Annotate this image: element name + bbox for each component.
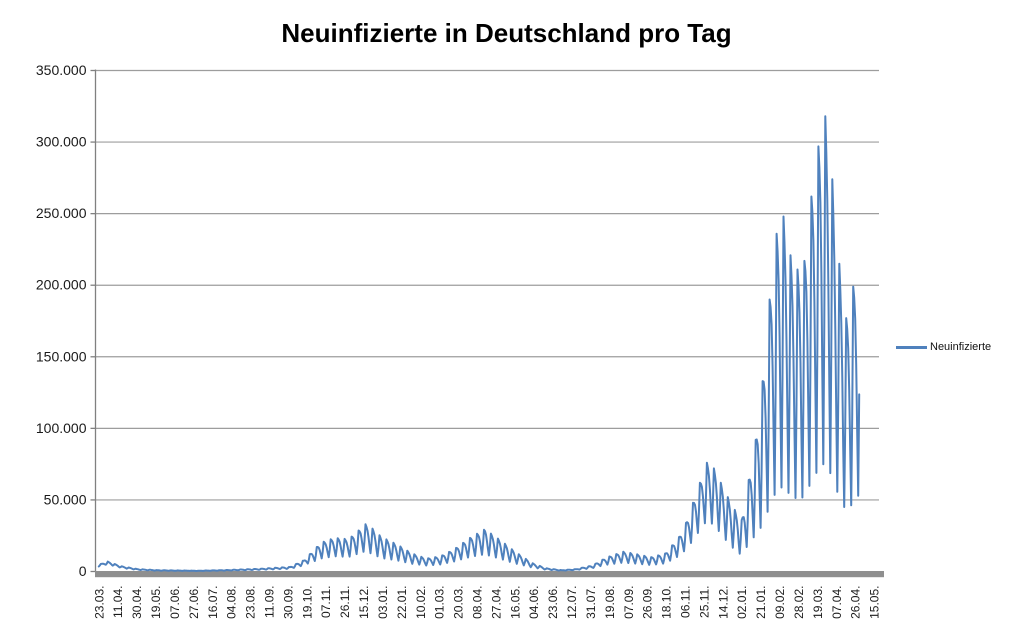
y-axis-tick-label: 100.000 <box>36 420 87 436</box>
x-axis-tick-label: 25.11. <box>697 586 711 618</box>
x-axis-tick-label: 22.01. <box>395 586 409 619</box>
y-axis-tick-label: 350.000 <box>36 62 87 78</box>
x-axis-tick-label: 11.04. <box>111 586 125 618</box>
x-axis-tick-label: 19.03. <box>811 586 825 619</box>
x-axis-tick-label: 26.09. <box>641 586 655 619</box>
x-axis-tick-label: 30.04. <box>130 586 144 619</box>
x-axis-tick-label: 20.03. <box>452 586 466 619</box>
legend: Neuinfizierte <box>896 341 991 353</box>
y-axis-tick-label: 250.000 <box>36 205 87 221</box>
x-axis-tick-label: 11.09. <box>263 586 277 618</box>
x-axis-tick-label: 10.02. <box>414 586 428 619</box>
x-axis-tick-label: 27.04. <box>489 586 503 619</box>
x-axis-tick-label: 31.07. <box>584 586 598 619</box>
x-axis-tick-label: 23.03. <box>92 586 106 619</box>
y-axis-tick-label: 50.000 <box>44 491 87 507</box>
y-axis-tick-label: 0 <box>79 563 87 579</box>
x-axis-tick-label: 19.10. <box>300 586 314 619</box>
x-axis-tick-label: 07.09. <box>622 586 636 619</box>
x-axis-tick-label: 08.04. <box>471 586 485 619</box>
x-axis-tick-label: 26.04. <box>849 586 863 619</box>
x-axis-tick-label: 16.05. <box>508 586 522 619</box>
legend-label: Neuinfizierte <box>930 341 992 353</box>
x-axis-tick-label: 30.09. <box>281 586 295 619</box>
x-axis-tick-label: 03.01. <box>376 586 390 619</box>
x-axis-tick-label: 02.01. <box>735 586 749 619</box>
y-axis-tick-label: 150.000 <box>36 348 87 364</box>
x-axis-tick-label: 15.05. <box>868 586 882 619</box>
x-axis-tick-label: 27.06. <box>187 586 201 619</box>
x-axis-tick-label: 12.07. <box>565 586 579 619</box>
x-axis-tick-label: 21.01. <box>754 586 768 619</box>
legend-line-marker <box>896 345 927 349</box>
x-axis-tick-label: 07.04. <box>830 586 844 619</box>
x-axis-tick-label: 15.12. <box>357 586 371 619</box>
x-axis-tick-label: 06.11. <box>679 586 693 618</box>
x-axis-tick-label: 07.06. <box>168 586 182 619</box>
x-axis-tick-label: 23.06. <box>546 586 560 619</box>
x-axis-tick-label: 19.05. <box>149 586 163 619</box>
x-axis-tick-label: 19.08. <box>603 586 617 619</box>
y-axis-tick-label: 200.000 <box>36 277 87 293</box>
x-axis-tick-label: 14.12. <box>716 586 730 619</box>
x-axis-tick-label: 18.10. <box>660 586 674 619</box>
x-axis-tick-label: 01.03. <box>433 586 447 619</box>
x-axis-tick-label: 16.07. <box>206 586 220 619</box>
x-axis-tick-label: 23.08. <box>244 586 258 619</box>
x-axis-tick-label: 09.02. <box>773 586 787 619</box>
x-axis-tick-label: 07.11. <box>319 586 333 618</box>
x-axis-tick-label: 04.08. <box>225 586 239 619</box>
x-axis-bar <box>95 571 884 578</box>
series-line-neuinfizierte <box>97 115 861 572</box>
chart-title: Neuinfizierte in Deutschland pro Tag <box>281 18 732 48</box>
x-axis-tick-label: 28.02. <box>792 586 806 619</box>
x-axis-tick-label: 26.11. <box>338 586 352 618</box>
x-axis-tick-label: 04.06. <box>527 586 541 619</box>
y-axis-tick-label: 300.000 <box>36 134 87 150</box>
